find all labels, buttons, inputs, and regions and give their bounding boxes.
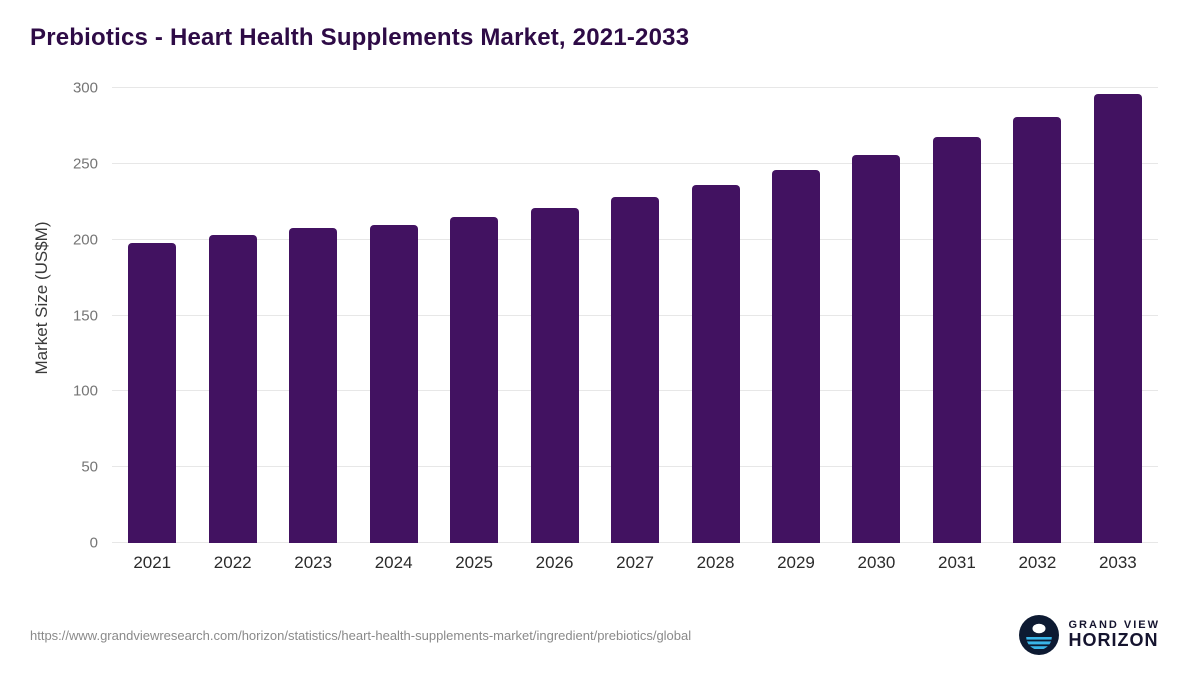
bar-column-2023 [273, 88, 353, 543]
bar-2023[interactable] [289, 227, 338, 543]
y-tick-label-250: 250 [72, 155, 98, 173]
y-tick-label-200: 200 [72, 231, 98, 249]
bar-2024[interactable] [369, 224, 418, 543]
bar-2027[interactable] [611, 197, 660, 543]
brand-text: GRAND VIEW HORIZON [1069, 619, 1161, 651]
bar-2022[interactable] [208, 235, 257, 543]
x-tick-label-2026: 2026 [535, 553, 574, 572]
y-tick-label-150: 150 [72, 307, 98, 324]
x-tick-label-2024: 2024 [374, 553, 413, 572]
y-axis-title: Market Size (US$M) [32, 221, 51, 375]
x-axis-labels: 2021 2022 2023 2024 2025 2026 2027 2028 2029 2030… [112, 553, 1158, 573]
x-tick-label-2033: 2033 [1098, 553, 1137, 572]
x-tick-label-2025: 2025 [455, 553, 494, 572]
bar-2026[interactable] [530, 207, 579, 543]
brand-name-bottom: HORIZON [1068, 630, 1159, 651]
x-tick-label-2021: 2021 [133, 553, 172, 572]
bar-2031[interactable] [932, 136, 981, 543]
bar-column-2025 [434, 88, 514, 543]
bar-2021[interactable] [128, 242, 177, 543]
bar-column-2029 [756, 88, 836, 543]
gridline-250 [112, 162, 1158, 164]
x-tick-label-2030: 2030 [857, 553, 896, 572]
x-tick-label-2022: 2022 [213, 553, 252, 572]
bar-column-2028 [675, 88, 755, 543]
gridline-300 [112, 87, 1158, 88]
bar-column-2022 [192, 88, 272, 543]
bar-column-2026 [514, 88, 594, 543]
x-tick-label-2031: 2031 [938, 553, 976, 572]
x-tick-label-2023: 2023 [294, 553, 333, 572]
brand-name-top: GRAND VIEW [1068, 619, 1160, 632]
bar-column-2027 [595, 88, 675, 543]
bar-2032[interactable] [1013, 116, 1062, 543]
bar-2025[interactable] [450, 216, 499, 543]
y-tick-label-300: 300 [72, 79, 98, 97]
y-tick-label-100: 100 [72, 382, 98, 400]
header: Prebiotics - Heart Health Supplements Ma… [0, 0, 1200, 52]
source-url: https://www.grandviewresearch.com/horizo… [30, 627, 692, 643]
bar-column-2021 [112, 88, 192, 543]
bar-2028[interactable] [691, 185, 740, 543]
y-tick-label-0: 0 [89, 534, 98, 552]
bar-2030[interactable] [852, 154, 901, 543]
x-tick-label-2029: 2029 [777, 553, 815, 572]
bar-column-2032 [997, 88, 1077, 543]
x-tick-label-2028: 2028 [696, 553, 735, 572]
bar-column-2030 [836, 88, 916, 543]
bar-chart: Market Size (US$M) 0 50 100 150 200 250 300 20… [32, 80, 1158, 573]
bar-column-2031 [917, 88, 997, 543]
bar-2029[interactable] [771, 169, 820, 543]
bar-2033[interactable] [1093, 94, 1142, 543]
x-tick-label-2027: 2027 [616, 553, 654, 572]
horizon-logo-icon [1018, 615, 1059, 655]
footer: https://www.grandviewresearch.com/horizo… [0, 615, 1200, 675]
page-title: Prebiotics - Heart Health Supplements Ma… [30, 24, 690, 51]
bars-container [112, 88, 1158, 543]
bar-column-2024 [353, 88, 433, 543]
plot-area: 0 50 100 150 200 250 300 [73, 80, 1158, 552]
bar-column-2033 [1078, 88, 1158, 543]
brand-logo: GRAND VIEW HORIZON [1018, 615, 1161, 655]
x-tick-label-2032: 2032 [1018, 553, 1057, 572]
y-tick-label-50: 50 [81, 458, 98, 476]
